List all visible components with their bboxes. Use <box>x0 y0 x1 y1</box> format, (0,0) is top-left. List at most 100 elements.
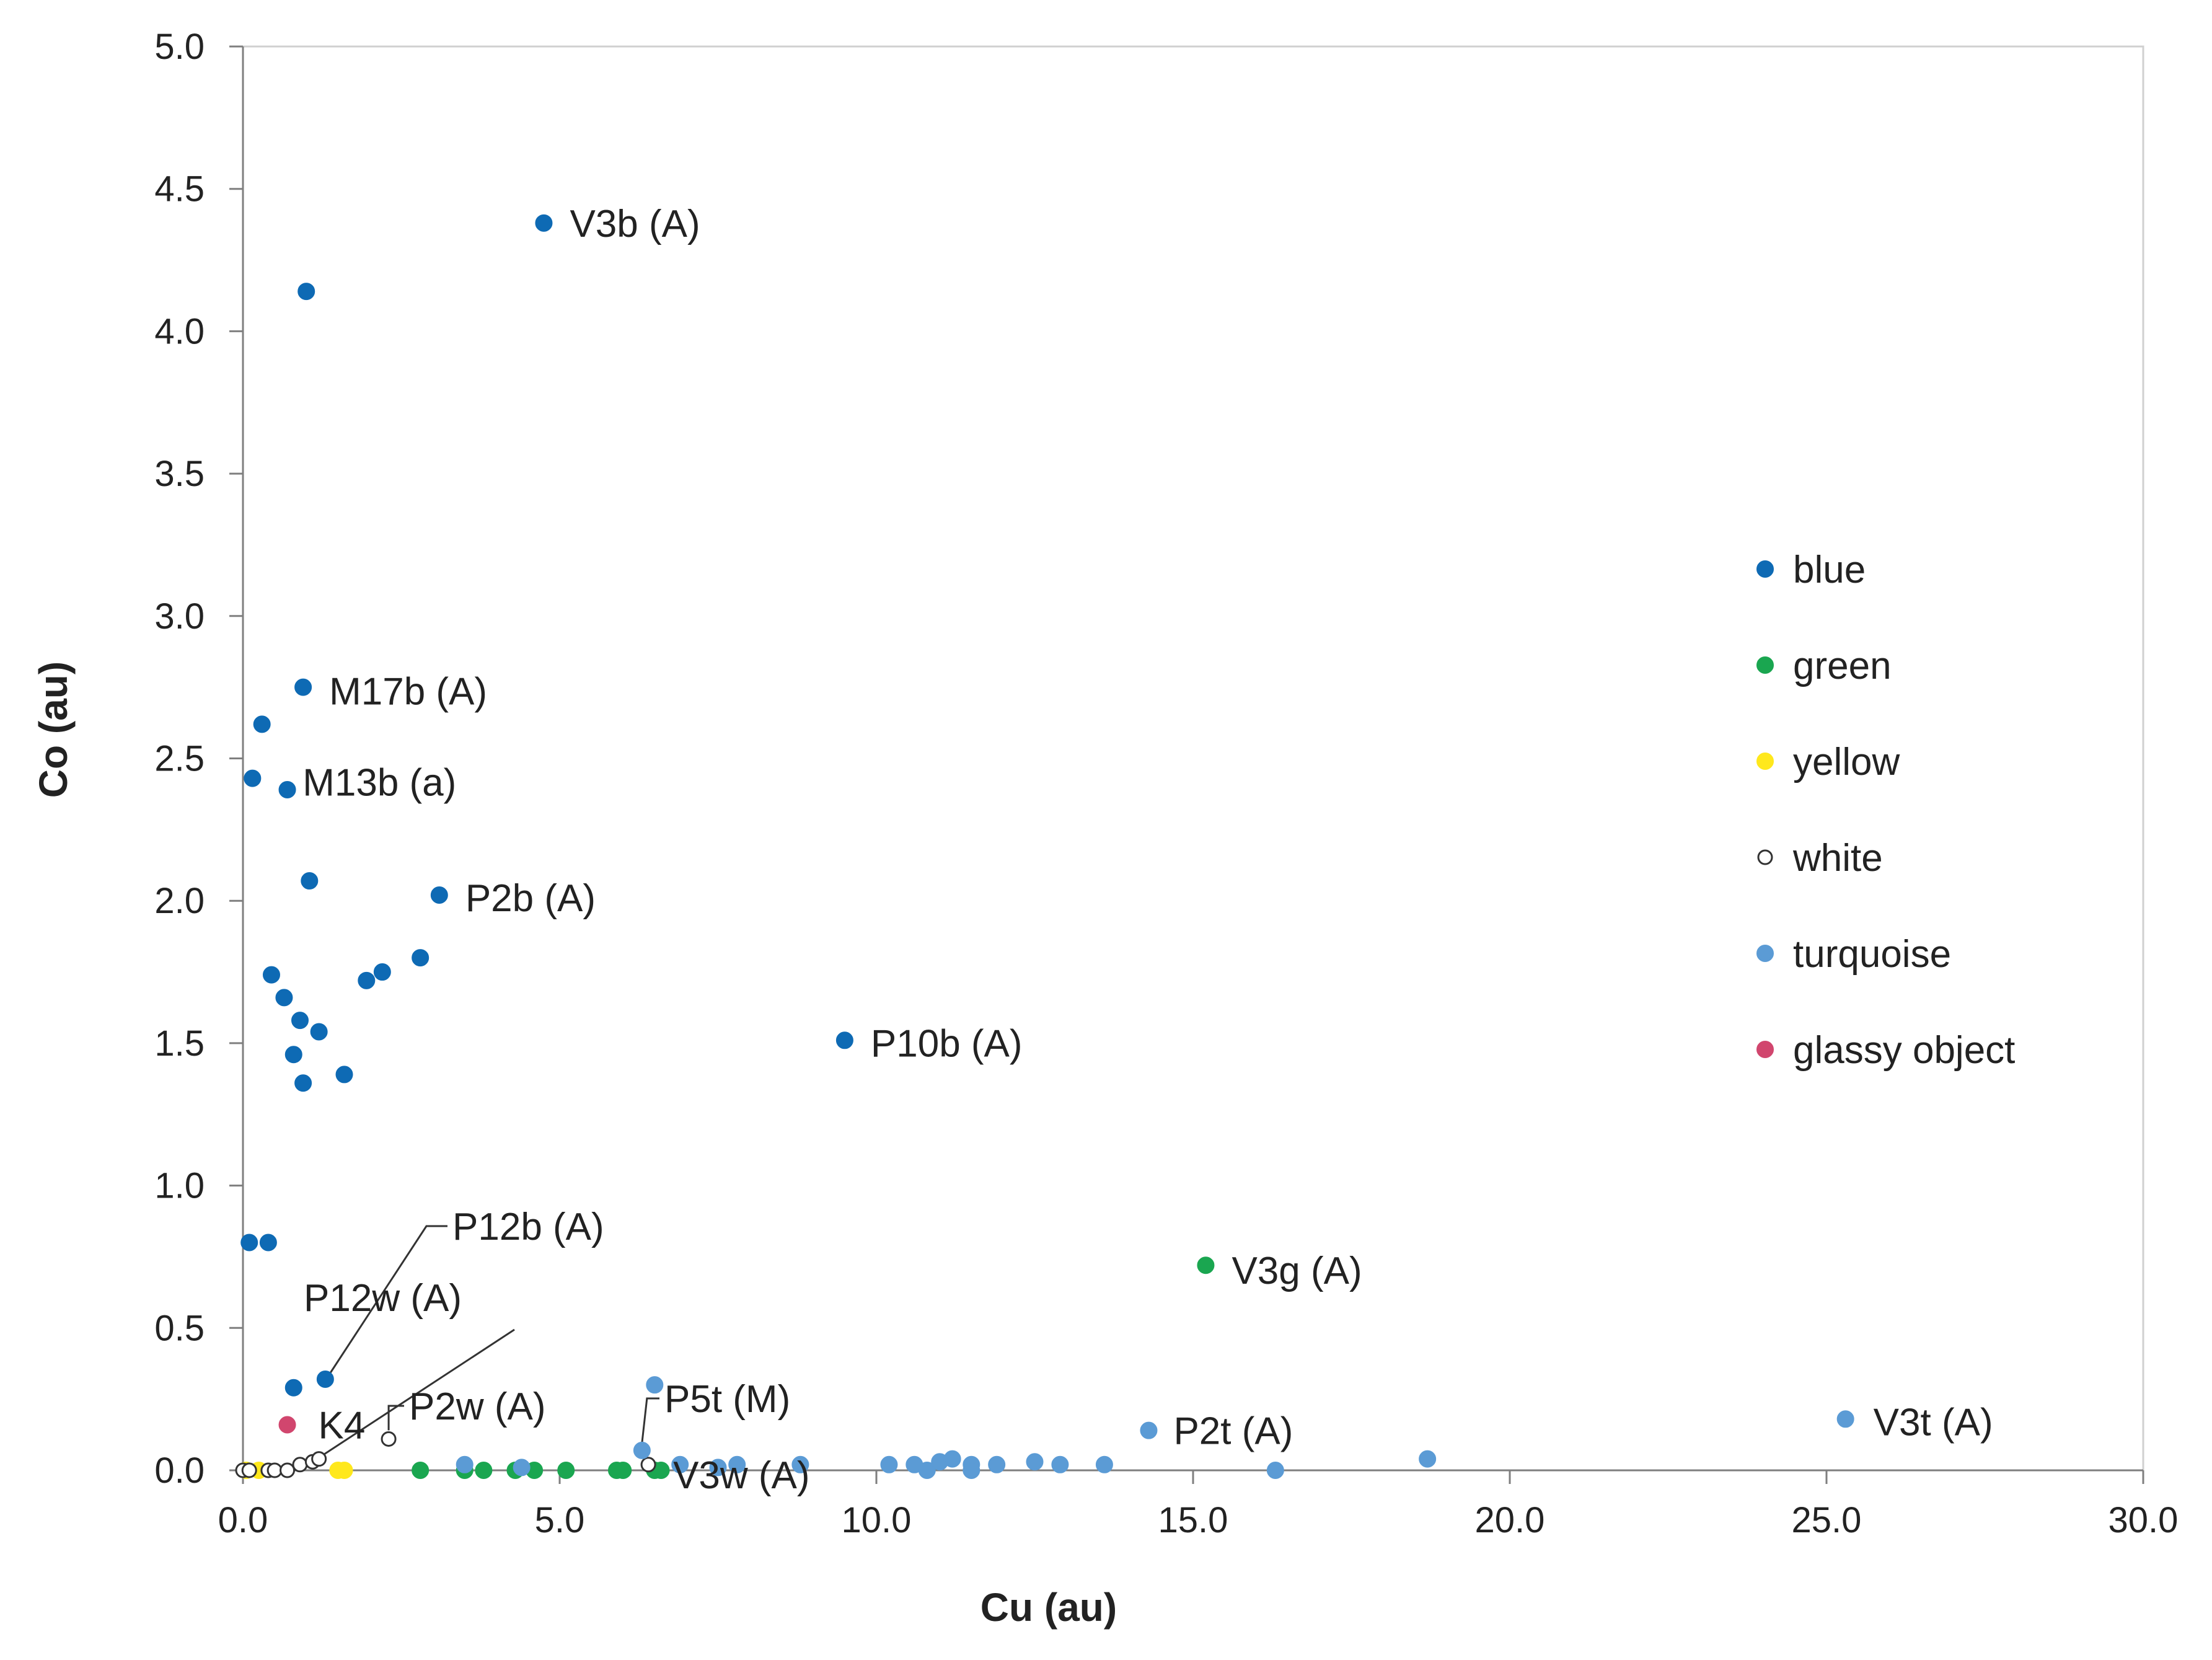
data-point-turquoise <box>963 1462 980 1479</box>
data-point-turquoise <box>1026 1453 1044 1471</box>
data-point-turquoise <box>646 1376 664 1394</box>
data-point-blue <box>412 949 430 967</box>
data-point-turquoise <box>1836 1410 1854 1428</box>
data-point-blue <box>259 1234 277 1252</box>
data-point-turquoise <box>918 1462 936 1479</box>
data-point-turquoise <box>1051 1455 1069 1473</box>
annotation-leader-line <box>387 1405 404 1431</box>
x-tick-label: 20.0 <box>1475 1500 1545 1540</box>
point-annotation-v3b-a: V3b (A) <box>570 203 700 245</box>
legend-marker-green <box>1756 656 1774 674</box>
data-point-glassy-object <box>278 1416 296 1434</box>
legend-label-green: green <box>1793 645 1892 687</box>
data-point-white <box>267 1462 283 1478</box>
data-point-turquoise <box>1095 1455 1113 1473</box>
data-point-green <box>557 1462 575 1479</box>
legend: blue green yellow white turquoise glassy obje… <box>1756 549 2015 1072</box>
point-annotation-m13b-a: M13b (a) <box>302 762 456 805</box>
y-tick-label: 1.0 <box>154 1166 205 1206</box>
legend-marker-blue <box>1756 560 1774 578</box>
legend-marker-yellow <box>1756 753 1774 770</box>
data-point-blue <box>358 971 376 989</box>
point-annotation-p12w-a: P12w (A) <box>304 1277 462 1320</box>
data-point-white <box>292 1457 308 1473</box>
data-point-turquoise <box>1266 1462 1284 1479</box>
point-annotation-p10b-a: P10b (A) <box>871 1022 1023 1065</box>
y-tick-label: 0.0 <box>154 1450 205 1491</box>
annotation-leader-line <box>641 1397 659 1444</box>
point-annotation-v3t-a: V3t (A) <box>1874 1401 1993 1444</box>
data-point-green <box>475 1462 493 1479</box>
point-annotation-v3g-a: V3g (A) <box>1232 1250 1362 1292</box>
data-point-blue <box>430 886 448 904</box>
legend-marker-glassy-object <box>1756 1041 1774 1058</box>
y-tick-label: 1.5 <box>154 1023 205 1064</box>
x-tick-label: 0.0 <box>218 1500 268 1540</box>
legend-label-white: white <box>1792 837 1883 880</box>
x-tick-label: 30.0 <box>2108 1500 2179 1540</box>
legend-marker-white <box>1757 849 1773 865</box>
y-tick-label: 3.0 <box>154 596 205 637</box>
x-tick-label: 25.0 <box>1792 1500 1862 1540</box>
data-point-white <box>280 1462 296 1478</box>
data-point-turquoise <box>791 1455 809 1473</box>
x-tick-label: 10.0 <box>842 1500 912 1540</box>
data-point-turquoise <box>880 1455 898 1473</box>
point-annotation-p2b-a: P2b (A) <box>465 877 596 920</box>
data-point-blue <box>262 966 280 984</box>
data-point-blue <box>835 1031 853 1049</box>
data-point-white <box>640 1457 656 1473</box>
point-annotation-p5t-m: P5t (M) <box>664 1378 790 1421</box>
legend-marker-turquoise <box>1756 945 1774 962</box>
data-point-blue <box>284 1379 302 1397</box>
point-annotations: V3b (A) M17b (A) M13b (a) P2b (A) P10b (A) V3… <box>302 203 1993 1497</box>
plot-area <box>242 45 2144 1472</box>
y-tick-label: 5.0 <box>154 27 205 67</box>
annotation-leader-line <box>322 1328 515 1456</box>
legend-label-blue: blue <box>1793 549 1866 591</box>
x-tick-label: 15.0 <box>1158 1500 1228 1540</box>
data-point-turquoise <box>988 1455 1006 1473</box>
data-point-turquoise <box>1140 1421 1158 1439</box>
data-point-blue <box>373 963 391 981</box>
x-tick-label: 5.0 <box>535 1500 585 1540</box>
x-axis-title: Cu (au) <box>980 1585 1117 1630</box>
data-point-blue <box>294 1074 312 1092</box>
data-point-blue <box>278 781 296 799</box>
data-point-turquoise <box>633 1441 651 1459</box>
annotation-leader-line <box>329 1225 447 1374</box>
data-point-white <box>311 1451 327 1467</box>
data-point-turquoise <box>709 1459 727 1477</box>
leader-lines <box>322 1225 659 1456</box>
y-tick-label: 2.5 <box>154 739 205 779</box>
point-annotation-v3w-a: V3w (A) <box>673 1454 809 1497</box>
data-point-blue <box>297 283 315 301</box>
data-point-turquoise <box>513 1459 531 1477</box>
data-point-blue <box>284 1046 302 1064</box>
data-point-turquoise <box>728 1455 746 1473</box>
point-annotation-p12b-a: P12b (A) <box>452 1206 604 1248</box>
data-points <box>235 214 1854 1479</box>
y-tick-label: 4.0 <box>154 311 205 351</box>
data-point-turquoise <box>943 1450 961 1468</box>
y-tick-label: 4.5 <box>154 169 205 210</box>
data-point-yellow <box>335 1462 353 1479</box>
y-axis: 0.0 0.5 1.0 1.5 2.0 2.5 3.0 3.5 4.0 4.5 5.0 <box>154 27 244 1491</box>
point-annotation-m17b-a: M17b (A) <box>329 671 487 713</box>
data-point-green <box>412 1462 430 1479</box>
point-annotation-p2t-a: P2t (A) <box>1173 1410 1293 1453</box>
data-point-blue <box>535 214 553 232</box>
data-point-turquoise <box>456 1455 474 1473</box>
data-point-green <box>1197 1256 1215 1274</box>
y-tick-label: 0.5 <box>154 1308 205 1348</box>
data-point-turquoise <box>1419 1450 1437 1468</box>
data-point-turquoise <box>671 1455 689 1473</box>
y-axis-title: Co (au) <box>31 661 76 798</box>
data-point-blue <box>253 715 271 733</box>
data-point-blue <box>244 769 262 787</box>
y-tick-label: 3.5 <box>154 454 205 494</box>
data-point-white <box>381 1431 397 1447</box>
legend-label-turquoise: turquoise <box>1793 933 1951 976</box>
